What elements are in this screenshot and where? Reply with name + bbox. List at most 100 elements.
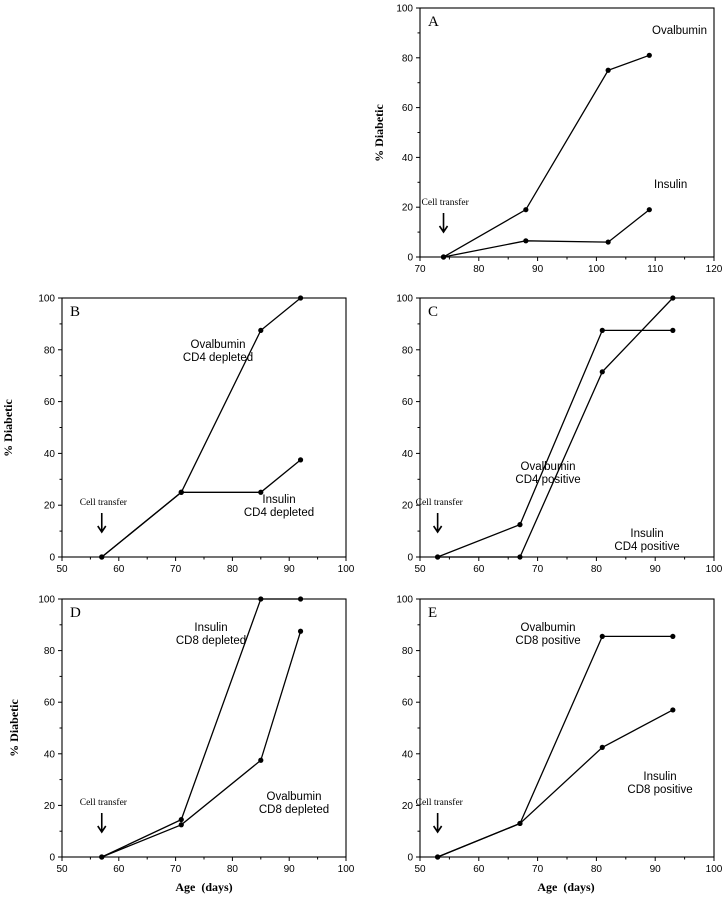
y-tick-label: 20 [402, 801, 414, 812]
x-tick-label: 110 [647, 264, 663, 275]
series-label: CD8 positive [515, 635, 580, 647]
x-tick-label: 90 [284, 864, 296, 875]
data-point [670, 327, 676, 333]
data-point [178, 816, 184, 823]
series-label: Insulin [262, 494, 295, 506]
panel-letter: D [70, 605, 81, 621]
y-axis-title: % Diabetic [372, 103, 386, 161]
x-tick-label: 50 [414, 864, 426, 875]
y-tick-label: 40 [44, 749, 56, 760]
x-tick-label: 50 [56, 864, 68, 875]
data-point [517, 522, 523, 528]
series-label: CD4 positive [515, 474, 580, 486]
data-point [670, 295, 676, 301]
y-tick-label: 60 [44, 698, 56, 709]
data-point [523, 207, 529, 213]
y-tick-label: 0 [407, 853, 413, 864]
y-tick-label: 0 [49, 853, 55, 864]
plot-frame [419, 7, 715, 258]
x-axis-title: Age (days) [175, 880, 232, 894]
cell-transfer-label: Cell transfer [422, 197, 470, 208]
data-point [99, 554, 105, 560]
y-tick-label: 60 [402, 103, 414, 114]
y-tick-label: 100 [38, 595, 55, 606]
y-tick-label: 60 [402, 698, 414, 709]
y-tick-label: 20 [44, 801, 56, 812]
data-point [599, 327, 605, 333]
x-tick-label: 100 [588, 264, 605, 275]
cell-transfer-arrow [97, 513, 107, 534]
chart-panel-a: 70 80 90 100 110 120 0 20 40 60 80 100 A % Diabetic Ce… [372, 4, 722, 276]
y-tick-label: 60 [44, 397, 56, 408]
data-point [435, 854, 441, 860]
cell-transfer-label: Cell transfer [416, 797, 464, 808]
x-tick-label: 70 [170, 864, 182, 875]
x-tick-label: 100 [706, 564, 722, 575]
y-tick-label: 80 [402, 345, 414, 356]
cell-transfer-arrow [432, 513, 443, 534]
y-tick-label: 80 [402, 646, 414, 657]
series-label: CD8 positive [627, 784, 692, 796]
series-label: CD4 depleted [183, 352, 253, 364]
y-tick-label: 40 [44, 449, 56, 460]
x-tick-label: 50 [56, 564, 68, 575]
data-point [258, 489, 264, 495]
y-tick-label: 0 [49, 553, 55, 564]
series-line-1 [101, 631, 302, 858]
x-tick-label: 80 [227, 864, 239, 875]
y-tick-label: 20 [44, 501, 56, 512]
series-line-0 [437, 329, 673, 558]
cell-transfer-label: Cell transfer [80, 497, 128, 508]
x-tick-label: 60 [473, 564, 485, 575]
data-point [258, 327, 264, 333]
y-tick-label: 100 [38, 294, 55, 305]
x-tick-label: 90 [650, 564, 662, 575]
x-tick-label: 80 [473, 264, 485, 275]
y-axis-title: % Diabetic [7, 698, 21, 756]
data-point [605, 239, 611, 245]
x-tick-label: 50 [414, 564, 426, 575]
series-line-0 [437, 635, 673, 858]
x-tick-label: 70 [414, 264, 426, 275]
data-point [670, 633, 676, 640]
y-tick-label: 20 [402, 203, 414, 214]
series-label: CD4 depleted [244, 507, 314, 519]
y-tick-label: 100 [396, 294, 413, 305]
series-line-0 [101, 598, 301, 858]
data-point [178, 489, 184, 495]
series-label: Insulin [654, 179, 687, 191]
chart-panel-c: 50 60 70 80 90 100 0 20 40 60 80 100 C Cell transfer O… [396, 294, 722, 576]
chart-panel-b: 50 60 70 80 90 100 0 20 40 60 80 100 B % Diabetic Cell… [1, 294, 355, 576]
data-point [599, 633, 605, 640]
series-label: Ovalbumin [521, 622, 576, 634]
y-tick-label: 40 [402, 749, 414, 760]
series-label: CD8 depleted [259, 804, 329, 816]
series-label: Insulin [194, 622, 227, 634]
cell-transfer-arrow [97, 813, 107, 834]
series-label: Ovalbumin [267, 791, 322, 803]
series-label: Insulin [630, 528, 663, 540]
series-label: Ovalbumin [191, 339, 246, 351]
series-label: Ovalbumin [521, 461, 576, 473]
x-tick-label: 60 [113, 864, 125, 875]
series-line-1 [437, 297, 674, 558]
panel-letter: B [70, 304, 80, 320]
x-tick-label: 80 [591, 864, 603, 875]
data-point [178, 822, 184, 828]
y-tick-label: 20 [402, 501, 414, 512]
y-axis-title: % Diabetic [1, 398, 15, 456]
data-point [599, 369, 605, 375]
series-line-0 [443, 54, 650, 258]
series-line-1 [101, 459, 302, 558]
y-tick-label: 80 [44, 646, 56, 657]
plot-frame [419, 297, 715, 558]
series-label: CD8 depleted [176, 635, 246, 647]
series-label: Ovalbumin [652, 25, 707, 37]
panel-letter: C [428, 304, 438, 320]
x-tick-label: 90 [532, 264, 544, 275]
data-point [435, 554, 441, 560]
panel-letter: E [428, 605, 437, 621]
y-tick-label: 100 [396, 4, 413, 15]
series-line-1 [443, 209, 650, 258]
data-point [605, 67, 611, 73]
